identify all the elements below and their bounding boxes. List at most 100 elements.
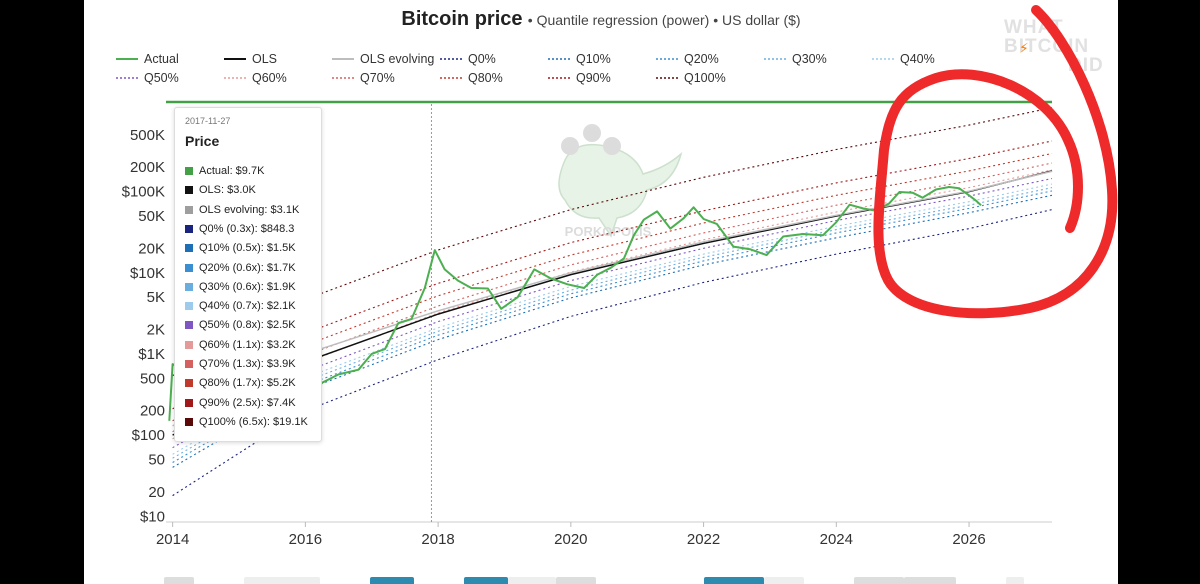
legend-item-q100pct[interactable]: Q100% [656, 69, 726, 87]
legend-label-q0pct: Q0% [468, 52, 496, 66]
tooltip-row-5: Q10% (0.5x): $1.5K [185, 240, 296, 256]
tooltip-row-6: Q20% (0.6x): $1.7K [185, 260, 296, 276]
legend-swatch-q20pct [656, 58, 678, 60]
legend-item-q60pct[interactable]: Q60% [224, 69, 287, 87]
tooltip-row-8: Q40% (0.7x): $2.1K [185, 298, 296, 314]
tooltip-row-13: Q90% (2.5x): $7.4K [185, 395, 296, 411]
series-line-q0pct[interactable] [172, 209, 1053, 497]
tooltip-label-2: OLS: $3.0K [199, 184, 256, 197]
legend-label-q40pct: Q40% [900, 52, 935, 66]
legend-swatch-q30pct [764, 58, 786, 60]
chart-subtitle: Quantile regression (power) • US dollar … [536, 12, 801, 28]
range-button-11[interactable] [1006, 577, 1024, 584]
tooltip-swatch-13 [185, 398, 193, 407]
legend-swatch-q0pct [440, 58, 462, 60]
coin-dollar-icon [583, 124, 601, 142]
legend-item-q40pct[interactable]: Q40% [872, 50, 935, 68]
range-button-9[interactable] [854, 577, 904, 584]
tooltip-swatch-6 [185, 263, 193, 272]
watermark-text: PORKOPOLIS [565, 224, 652, 239]
legend-swatch-q100pct [656, 77, 678, 79]
series-line-q40pct[interactable] [172, 183, 1053, 455]
legend-item-ols-evolving[interactable]: OLS evolving [332, 50, 434, 68]
legend-label-q30pct: Q30% [792, 52, 827, 66]
hover-tooltip: 2017-11-27 Price Actual: $9.7K OLS: $3.0K… [174, 107, 322, 442]
legend: Actual OLS OLS evolving Q0% Q10% Q20% Q30% Q40%… [116, 50, 1016, 90]
range-button-7[interactable] [704, 577, 764, 584]
tooltip-swatch-10 [185, 340, 193, 349]
tooltip-swatch-7 [185, 282, 193, 291]
lightning-icon: ⚡ [1019, 40, 1029, 56]
y-tick-label-20k: 20K [138, 240, 165, 257]
range-button-5[interactable] [508, 577, 556, 584]
range-button-8[interactable] [764, 577, 804, 584]
y-tick-label-10: $10 [140, 508, 165, 525]
range-button-1[interactable] [164, 577, 194, 584]
tooltip-row-9: Q50% (0.8x): $2.5K [185, 317, 296, 333]
tooltip-swatch-11 [185, 360, 193, 368]
tooltip-swatch-4 [185, 224, 193, 233]
range-button-4[interactable] [464, 577, 508, 584]
range-button-10[interactable] [904, 577, 956, 584]
x-tick-label-2020: 2020 [554, 531, 587, 548]
tooltip-swatch-2 [185, 186, 193, 195]
legend-item-q20pct[interactable]: Q20% [656, 50, 719, 68]
y-tick-label-5k: 5K [147, 289, 165, 306]
tooltip-swatch-12 [185, 379, 193, 388]
legend-swatch-q60pct [224, 77, 246, 79]
legend-item-q10pct[interactable]: Q10% [548, 50, 611, 68]
range-button-6[interactable] [556, 577, 596, 584]
tooltip-row-7: Q30% (0.6x): $1.9K [185, 279, 296, 295]
legend-label-q70pct: Q70% [360, 71, 395, 85]
y-tick-label-500k: 500K [130, 127, 165, 144]
legend-item-q0pct[interactable]: Q0% [440, 50, 496, 68]
legend-item-q80pct[interactable]: Q80% [440, 69, 503, 87]
legend-item-q30pct[interactable]: Q30% [764, 50, 827, 68]
tooltip-label-9: Q50% (0.8x): $2.5K [199, 319, 296, 332]
tooltip-label-10: Q60% (1.1x): $3.2K [199, 338, 296, 351]
tooltip-row-1: Actual: $9.7K [185, 163, 264, 179]
y-tick-label-1k: $1K [138, 346, 165, 363]
tooltip-label-1: Actual: $9.7K [199, 165, 265, 177]
series-line-q100pct[interactable] [172, 107, 1053, 377]
legend-item-q70pct[interactable]: Q70% [332, 69, 395, 87]
tooltip-swatch-9 [185, 321, 193, 330]
tooltip-swatch-5 [185, 244, 193, 253]
tooltip-date: 2017-11-27 [185, 116, 231, 126]
tooltip-label-11: Q70% (1.3x): $3.9K [199, 358, 296, 370]
legend-item-q50pct[interactable]: Q50% [116, 69, 179, 87]
series-line-q80pct[interactable] [172, 152, 1053, 422]
legend-label-actual: Actual [144, 52, 179, 66]
x-tick-label-2022: 2022 [687, 531, 720, 548]
legend-swatch-ols [224, 58, 246, 60]
legend-label-ols: OLS [252, 52, 278, 66]
legend-label-q10pct: Q10% [576, 52, 611, 66]
legend-label-q20pct: Q20% [684, 52, 719, 66]
tooltip-row-2: OLS: $3.0K [185, 182, 256, 198]
tooltip-label-7: Q30% (0.6x): $1.9K [199, 280, 296, 293]
tooltip-row-14: Q100% (6.5x): $19.1K [185, 414, 308, 430]
y-tick-label-100: $100 [132, 427, 165, 444]
tooltip-row-10: Q60% (1.1x): $3.2K [185, 337, 296, 353]
x-tick-label-2016: 2016 [289, 531, 322, 548]
legend-swatch-q70pct [332, 77, 354, 79]
legend-item-actual[interactable]: Actual [116, 50, 179, 68]
y-tick-label-2k: 2K [147, 321, 165, 338]
legend-item-q90pct[interactable]: Q90% [548, 69, 611, 87]
x-tick-label-2014: 2014 [156, 531, 189, 548]
tooltip-row-11: Q70% (1.3x): $3.9K [185, 356, 296, 372]
series-line-q50pct[interactable] [172, 177, 1053, 449]
legend-swatch-actual [116, 58, 138, 60]
series-line-q90pct[interactable] [172, 140, 1053, 410]
tooltip-label-14: Q100% (6.5x): $19.1K [199, 415, 308, 428]
chart-title: Bitcoin price [401, 8, 523, 30]
y-tick-label-50: 50 [148, 452, 165, 469]
y-tick-label-20: 20 [148, 484, 165, 501]
range-button-3[interactable] [370, 577, 414, 584]
coin-au-icon [561, 137, 579, 155]
range-button-2[interactable] [244, 577, 320, 584]
legend-item-ols[interactable]: OLS [224, 50, 277, 68]
tooltip-label-3: OLS evolving: $3.1K [199, 203, 300, 216]
tooltip-row-3: OLS evolving: $3.1K [185, 202, 299, 218]
tooltip-swatch-14 [185, 417, 193, 426]
